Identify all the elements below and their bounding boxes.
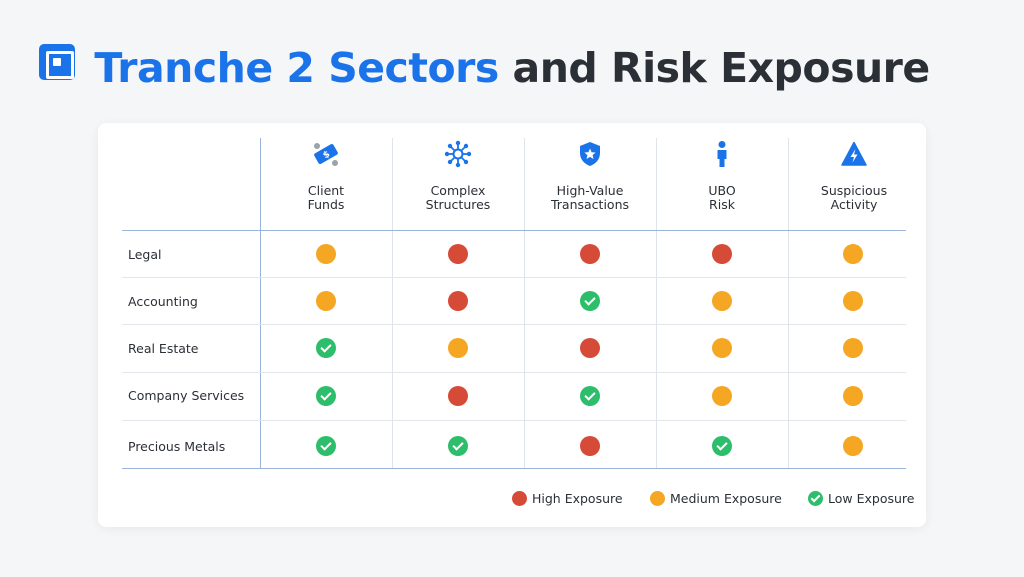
legend-low-label: Low Exposure bbox=[828, 490, 915, 506]
column-header-complex-structures: Complex Structures bbox=[392, 140, 524, 212]
high-exposure-dot-icon bbox=[512, 490, 527, 506]
row-divider bbox=[122, 277, 906, 278]
column-label-line1: Complex bbox=[430, 183, 486, 198]
medium-exposure-dot-icon bbox=[712, 386, 732, 406]
low-exposure-check-icon bbox=[316, 338, 336, 358]
low-exposure-check-icon bbox=[316, 436, 336, 456]
low-exposure-check-icon bbox=[580, 291, 600, 311]
medium-exposure-dot-icon bbox=[650, 490, 665, 506]
warning-bolt-icon bbox=[841, 141, 867, 166]
column-header-ubo-risk: UBO Risk bbox=[656, 140, 788, 212]
low-exposure-check-icon bbox=[580, 386, 600, 406]
medium-exposure-dot-icon bbox=[316, 291, 336, 311]
title-highlight: Tranche 2 Sectors bbox=[94, 44, 499, 92]
high-exposure-dot-icon bbox=[712, 244, 732, 264]
legend-high-label: High Exposure bbox=[532, 490, 623, 506]
legend-high: High Exposure bbox=[512, 489, 623, 507]
legend-low: Low Exposure bbox=[808, 489, 914, 507]
column-divider bbox=[656, 138, 657, 468]
column-header-high-value-transactions: High-Value Transactions bbox=[524, 140, 656, 212]
medium-exposure-dot-icon bbox=[843, 244, 863, 264]
column-divider bbox=[524, 138, 525, 468]
row-divider bbox=[122, 324, 906, 325]
person-icon bbox=[717, 141, 727, 167]
network-icon bbox=[444, 140, 472, 168]
column-label-line1: Client bbox=[307, 183, 345, 198]
column-label-line1: Suspicious bbox=[820, 183, 888, 198]
column-label-line2: Structures bbox=[425, 197, 491, 212]
column-label-line2: Transactions bbox=[550, 197, 630, 212]
medium-exposure-dot-icon bbox=[448, 338, 468, 358]
column-label-line1: High-Value bbox=[556, 183, 624, 198]
table-bottom-divider bbox=[122, 468, 906, 469]
medium-exposure-dot-icon bbox=[843, 386, 863, 406]
column-label-line2: Risk bbox=[709, 197, 735, 212]
row-label-precious-metals: Precious Metals bbox=[128, 439, 226, 454]
row-divider bbox=[122, 420, 906, 421]
medium-exposure-dot-icon bbox=[843, 436, 863, 456]
medium-exposure-dot-icon bbox=[843, 291, 863, 311]
medium-exposure-dot-icon bbox=[316, 244, 336, 264]
column-divider bbox=[392, 138, 393, 468]
row-label-real-estate: Real Estate bbox=[128, 341, 199, 356]
cash-icon: $ bbox=[314, 143, 338, 166]
low-exposure-check-icon bbox=[448, 436, 468, 456]
column-header-client-funds: $ Client Funds bbox=[260, 140, 392, 212]
medium-exposure-dot-icon bbox=[843, 338, 863, 358]
high-exposure-dot-icon bbox=[448, 244, 468, 264]
svg-text:$: $ bbox=[322, 149, 332, 161]
title-rest: and Risk Exposure bbox=[512, 44, 931, 92]
medium-exposure-dot-icon bbox=[712, 291, 732, 311]
row-label-legal: Legal bbox=[128, 247, 162, 262]
legend-medium-label: Medium Exposure bbox=[670, 490, 782, 506]
logo-icon bbox=[39, 44, 75, 80]
page-title: Tranche 2 Sectors and Risk Exposure bbox=[0, 44, 1024, 92]
low-exposure-check-icon bbox=[712, 436, 732, 456]
high-exposure-dot-icon bbox=[448, 291, 468, 311]
medium-exposure-dot-icon bbox=[712, 338, 732, 358]
row-label-accounting: Accounting bbox=[128, 294, 198, 309]
row-divider bbox=[122, 372, 906, 373]
low-exposure-check-icon bbox=[316, 386, 336, 406]
low-exposure-check-icon bbox=[808, 490, 823, 506]
high-exposure-dot-icon bbox=[580, 338, 600, 358]
row-label-company-services: Company Services bbox=[128, 388, 245, 403]
row-label-divider bbox=[260, 138, 261, 468]
high-exposure-dot-icon bbox=[580, 436, 600, 456]
header-divider bbox=[122, 230, 906, 231]
column-label-line2: Funds bbox=[307, 197, 345, 212]
column-label-line2: Activity bbox=[830, 197, 878, 212]
high-exposure-dot-icon bbox=[580, 244, 600, 264]
legend-medium: Medium Exposure bbox=[650, 489, 782, 507]
column-label-line1: UBO bbox=[708, 183, 736, 198]
column-header-suspicious-activity: Suspicious Activity bbox=[788, 140, 920, 212]
column-divider bbox=[788, 138, 789, 468]
shield-star-icon bbox=[580, 142, 600, 166]
high-exposure-dot-icon bbox=[448, 386, 468, 406]
